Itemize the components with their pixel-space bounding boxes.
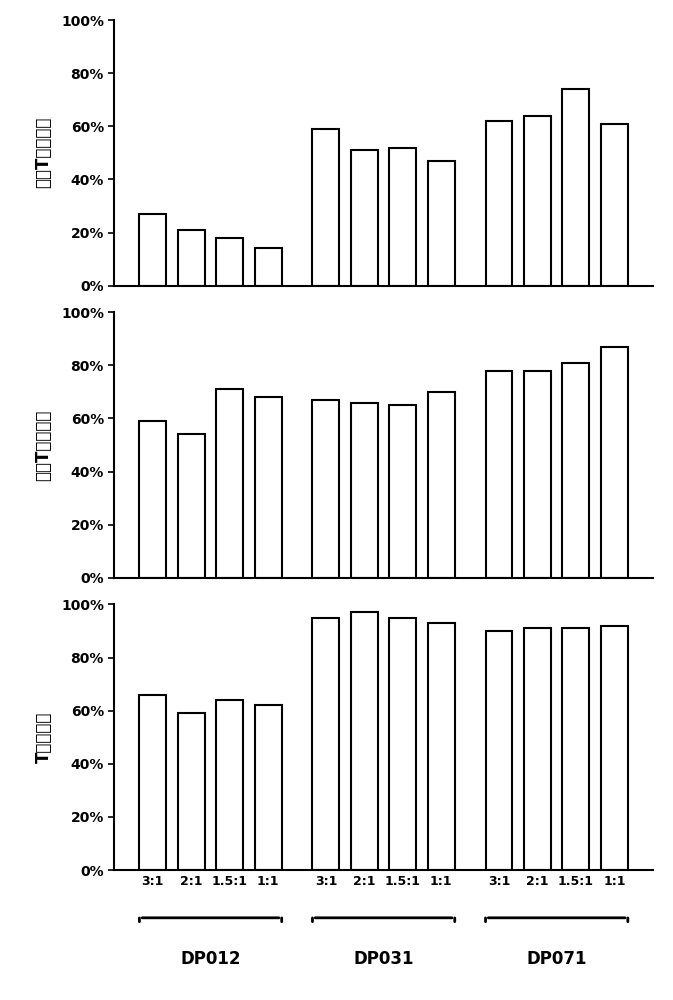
Bar: [428, 623, 455, 870]
Bar: [428, 161, 455, 286]
Bar: [485, 631, 512, 870]
Bar: [216, 238, 243, 286]
Bar: [485, 121, 512, 286]
Bar: [351, 403, 378, 578]
Text: DP012: DP012: [180, 950, 241, 968]
Bar: [139, 421, 166, 578]
Text: DP071: DP071: [526, 950, 587, 968]
Bar: [178, 434, 205, 578]
Y-axis label: 分选T细胞纯度: 分选T细胞纯度: [35, 409, 52, 481]
Bar: [601, 347, 628, 578]
Bar: [255, 248, 282, 286]
Y-axis label: T细胞激活: T细胞激活: [35, 712, 52, 763]
Bar: [390, 147, 417, 286]
Bar: [139, 214, 166, 286]
Bar: [524, 371, 551, 578]
Y-axis label: 分选T细胞得率: 分选T细胞得率: [35, 117, 52, 188]
Bar: [601, 124, 628, 286]
Bar: [390, 618, 417, 870]
Bar: [601, 626, 628, 870]
Bar: [563, 363, 590, 578]
Bar: [312, 129, 339, 286]
Bar: [312, 618, 339, 870]
Bar: [139, 695, 166, 870]
Bar: [524, 628, 551, 870]
Bar: [255, 397, 282, 578]
Bar: [428, 392, 455, 578]
Bar: [351, 612, 378, 870]
Bar: [312, 400, 339, 578]
Bar: [563, 89, 590, 286]
Bar: [255, 705, 282, 870]
Bar: [524, 116, 551, 286]
Bar: [216, 389, 243, 578]
Bar: [563, 628, 590, 870]
Bar: [485, 371, 512, 578]
Bar: [351, 150, 378, 286]
Bar: [216, 700, 243, 870]
Bar: [178, 713, 205, 870]
Bar: [390, 405, 417, 578]
Text: DP031: DP031: [353, 950, 414, 968]
Bar: [178, 230, 205, 286]
